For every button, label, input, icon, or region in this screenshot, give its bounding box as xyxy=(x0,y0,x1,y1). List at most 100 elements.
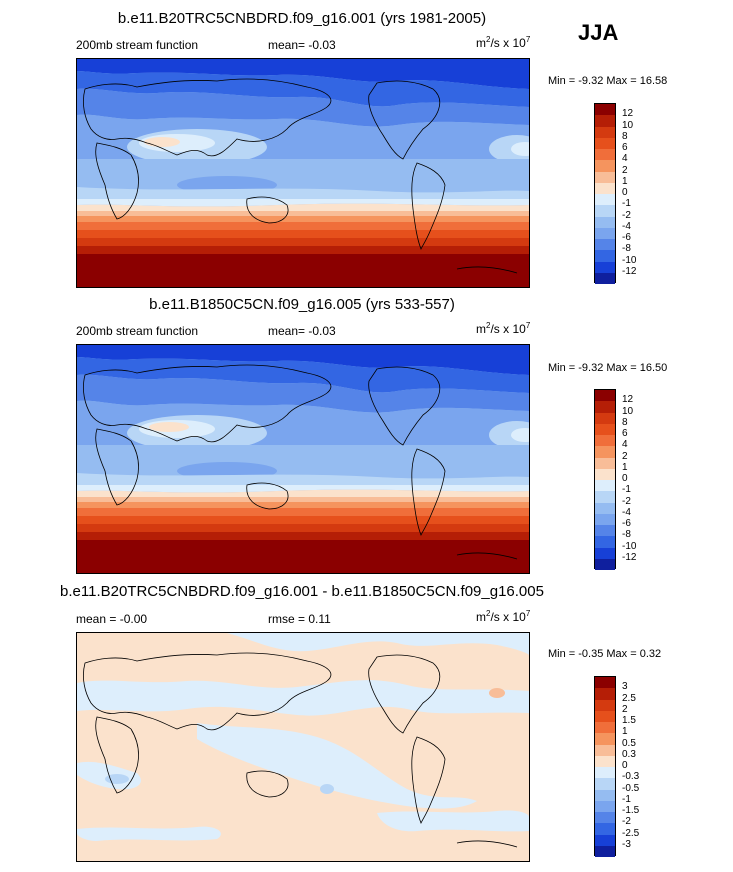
colorbar-swatch xyxy=(595,800,615,812)
colorbar-tick-label: 0.3 xyxy=(622,748,636,760)
colorbar-swatch xyxy=(595,547,615,559)
colorbar-tick-label: -12 xyxy=(622,265,637,277)
colorbar-swatch xyxy=(595,149,615,161)
colorbar-swatch xyxy=(595,446,615,458)
panel-2-minmax: Min = -9.32 Max = 16.50 xyxy=(548,362,668,374)
panel-2-mean-label: mean= -0.03 xyxy=(268,324,336,338)
panel-1-colorbar xyxy=(594,103,616,284)
colorbar-tick-label: -4 xyxy=(622,220,631,232)
panel-2-title: b.e11.B1850C5CN.f09_g16.005 (yrs 533-557… xyxy=(149,296,455,313)
colorbar-swatch xyxy=(595,744,615,756)
colorbar-tick-label: 2 xyxy=(622,164,628,176)
colorbar-tick-label: 4 xyxy=(622,153,628,165)
colorbar-swatch xyxy=(595,401,615,413)
colorbar-swatch xyxy=(595,778,615,790)
colorbar-swatch xyxy=(595,160,615,172)
colorbar-tick-label: -6 xyxy=(622,518,631,529)
colorbar-swatch xyxy=(595,502,615,514)
panel-3-mean-label: mean = -0.00 xyxy=(76,612,148,626)
panel-1-minmax: Min = -9.32 Max = 16.58 xyxy=(548,75,668,87)
colorbar-tick-label: 2 xyxy=(622,703,628,715)
colorbar-swatch xyxy=(595,423,615,435)
colorbar-swatch xyxy=(595,194,615,206)
colorbar-swatch xyxy=(595,137,615,149)
panel-1-title: b.e11.B20TRC5CNBDRD.f09_g16.001 (yrs 198… xyxy=(117,10,487,27)
colorbar-swatch xyxy=(595,182,615,194)
colorbar-swatch xyxy=(595,513,615,525)
colorbar-swatch xyxy=(595,536,615,548)
colorbar-tick-label: -8 xyxy=(622,529,631,541)
panel-3-minmax: Min = -0.35 Max = 0.32 xyxy=(548,648,662,660)
colorbar-swatch xyxy=(595,435,615,447)
panel-3-colorbar xyxy=(594,676,616,857)
colorbar-swatch xyxy=(595,115,615,127)
colorbar-swatch xyxy=(595,789,615,801)
colorbar-tick-label: -4 xyxy=(622,506,631,518)
panel-3-title: b.e11.B20TRC5CNBDRD.f09_g16.001 - b.e11.… xyxy=(60,583,544,600)
colorbar-tick-label: -1 xyxy=(622,793,631,805)
colorbar-tick-label: -1 xyxy=(622,198,631,210)
colorbar-tick-label: 1.5 xyxy=(622,715,636,726)
colorbar-swatch xyxy=(595,272,615,284)
colorbar-tick-label: -12 xyxy=(622,551,637,563)
colorbar-swatch xyxy=(595,699,615,711)
colorbar-tick-label: -2 xyxy=(622,816,631,828)
colorbar-tick-label: 1 xyxy=(622,726,628,738)
colorbar-swatch xyxy=(595,250,615,262)
colorbar-swatch xyxy=(595,480,615,492)
colorbar-swatch xyxy=(595,710,615,722)
colorbar-tick-label: -2 xyxy=(622,495,631,507)
colorbar-tick-label: 10 xyxy=(622,405,634,417)
colorbar-swatch xyxy=(595,733,615,745)
colorbar-tick-label: 8 xyxy=(622,416,628,428)
colorbar-tick-label: -0.3 xyxy=(622,771,640,783)
colorbar-swatch xyxy=(595,823,615,835)
panel-3-map xyxy=(76,632,530,862)
colorbar-tick-label: 10 xyxy=(622,119,634,131)
colorbar-tick-label: 1 xyxy=(622,175,628,187)
colorbar-tick-label: -6 xyxy=(622,232,631,243)
colorbar-tick-label: 2.5 xyxy=(622,692,636,704)
colorbar-swatch xyxy=(595,412,615,424)
colorbar-tick-label: -3 xyxy=(622,838,631,850)
colorbar-swatch xyxy=(595,239,615,251)
colorbar-swatch xyxy=(595,104,615,116)
colorbar-tick-label: 0 xyxy=(622,760,628,771)
panel-1-units: m2/s x 107 xyxy=(476,35,531,51)
colorbar-swatch xyxy=(595,171,615,183)
panel-2-colorbar xyxy=(594,389,616,570)
colorbar-tick-label: 1 xyxy=(622,461,628,473)
colorbar-swatch xyxy=(595,767,615,779)
colorbar-tick-label: 6 xyxy=(622,428,628,439)
panel-1-variable-label: 200mb stream function xyxy=(76,38,199,52)
colorbar-tick-label: -2.5 xyxy=(622,827,640,839)
colorbar-tick-label: 8 xyxy=(622,130,628,142)
colorbar-tick-label: 6 xyxy=(622,142,628,153)
colorbar-tick-label: -10 xyxy=(622,254,637,266)
panel-1-map-svg xyxy=(77,59,529,287)
colorbar-swatch xyxy=(595,558,615,570)
colorbar-swatch xyxy=(595,688,615,700)
colorbar-tick-label: -10 xyxy=(622,540,637,552)
colorbar-swatch xyxy=(595,812,615,824)
colorbar-swatch xyxy=(595,227,615,239)
panel-2-variable-label: 200mb stream function xyxy=(76,324,199,338)
colorbar-tick-label: -0.5 xyxy=(622,782,640,794)
colorbar-swatch xyxy=(595,216,615,228)
colorbar-swatch xyxy=(595,457,615,469)
panel-3-map-svg xyxy=(77,633,529,861)
panel-2-map xyxy=(76,344,530,574)
colorbar-tick-label: 0.5 xyxy=(622,737,636,749)
panel-1-mean-label: mean= -0.03 xyxy=(268,38,336,52)
panel-2-map-svg xyxy=(77,345,529,573)
colorbar-tick-label: -1 xyxy=(622,484,631,496)
colorbar-swatch xyxy=(595,468,615,480)
colorbar-tick-label: -8 xyxy=(622,243,631,255)
panel-3-units: m2/s x 107 xyxy=(476,609,531,625)
panel-3-rmse-label: rmse = 0.11 xyxy=(268,612,331,626)
colorbar-tick-label: 2 xyxy=(622,450,628,462)
colorbar-swatch xyxy=(595,491,615,503)
colorbar-tick-label: 3 xyxy=(622,681,628,693)
colorbar-swatch xyxy=(595,126,615,138)
colorbar-tick-label: 4 xyxy=(622,439,628,451)
